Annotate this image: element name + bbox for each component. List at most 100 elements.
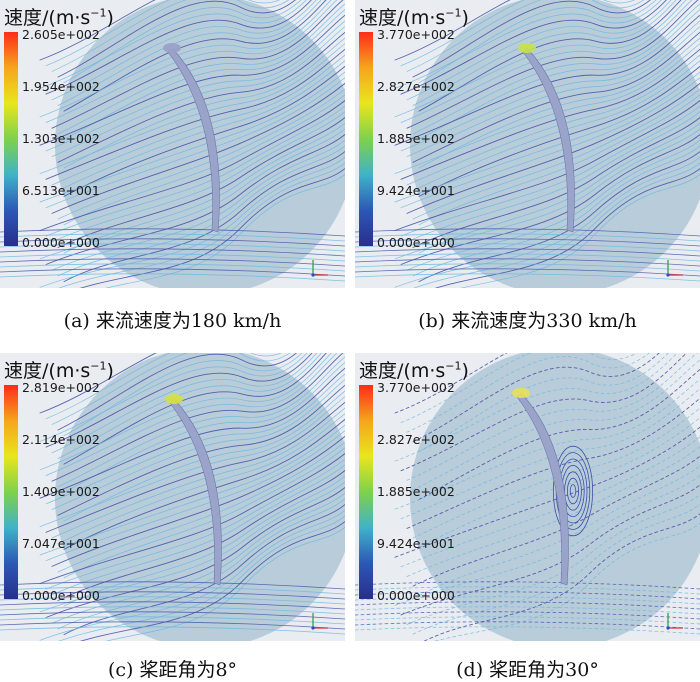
- streamline: [418, 65, 700, 197]
- streamline: [406, 0, 645, 72]
- streamline: [406, 82, 700, 214]
- streamline: [0, 238, 345, 247]
- streamline: [45, 48, 345, 180]
- legend-tick-3: 2.827e+002: [377, 432, 455, 447]
- streamline: [45, 487, 345, 618]
- streamline: [412, 0, 651, 78]
- streamline: [418, 417, 700, 548]
- streamline: [418, 353, 669, 452]
- streamline: [406, 494, 700, 625]
- blade: [167, 47, 220, 233]
- streamline: [39, 0, 332, 118]
- legend-tick-min: 0.000e+000: [377, 235, 455, 250]
- streamline: [406, 139, 700, 271]
- legend-tick-max: 3.770e+002: [377, 27, 455, 42]
- streamline-plot-c: [0, 353, 345, 641]
- legend-tick-1: 6.513e+001: [22, 183, 100, 198]
- streamline: [423, 513, 700, 641]
- axis-z: [666, 273, 670, 277]
- streamline: [400, 353, 638, 423]
- streamline: [45, 353, 282, 420]
- streamline: [63, 353, 327, 465]
- streamline: [45, 430, 345, 562]
- streamline: [51, 26, 345, 157]
- streamline: [355, 228, 700, 237]
- streamline: [0, 601, 345, 610]
- color-legend-bar: [4, 32, 18, 246]
- streamline: [355, 233, 700, 242]
- streamline: [355, 616, 700, 625]
- streamline: [355, 268, 700, 277]
- streamline: [51, 492, 345, 624]
- streamline: [413, 162, 700, 288]
- streamline: [355, 581, 700, 590]
- streamline: [355, 248, 700, 257]
- streamline: [400, 20, 700, 152]
- blade-tip-highlight: [163, 43, 181, 53]
- streamline: [63, 362, 345, 493]
- streamline: [406, 353, 698, 481]
- axis-z: [311, 273, 315, 277]
- streamline: [0, 248, 345, 257]
- vortex-ring: [569, 484, 577, 498]
- streamline: [0, 263, 345, 272]
- caption-b: (b) 来流速度为330 km/h: [418, 310, 637, 332]
- streamline: [355, 273, 700, 282]
- streamline: [355, 611, 700, 620]
- streamline: [51, 0, 290, 72]
- streamline: [355, 596, 700, 605]
- streamline: [63, 37, 345, 169]
- streamline: [57, 413, 345, 545]
- legend-title: 速度/(m·s−1): [4, 359, 114, 382]
- streamline: [0, 243, 345, 252]
- streamline: [39, 0, 307, 89]
- streamline: [39, 424, 345, 556]
- streamlines: [0, 0, 345, 288]
- streamline: [39, 43, 345, 174]
- streamline: [63, 122, 345, 254]
- streamline: [412, 117, 700, 248]
- streamline: [0, 606, 345, 615]
- streamline: [79, 168, 345, 288]
- streamline: [51, 54, 345, 186]
- streamline: [394, 353, 508, 414]
- streamline: [79, 521, 345, 641]
- axis-triad: [311, 260, 328, 277]
- streamline: [0, 581, 345, 590]
- streamline: [418, 0, 657, 84]
- axis-triad: [666, 260, 683, 277]
- streamline: [406, 0, 699, 129]
- streamline: [412, 60, 700, 192]
- axis-z: [666, 626, 670, 630]
- streamline: [57, 117, 345, 248]
- legend-tick-max: 3.770e+002: [377, 380, 455, 395]
- blade-tip-highlight: [165, 394, 183, 404]
- streamline: [394, 43, 700, 174]
- streamline: [355, 243, 700, 252]
- streamline: [57, 145, 345, 277]
- legend-title: 速度/(m·s−1): [359, 6, 469, 29]
- streamline: [0, 621, 345, 630]
- streamline: [418, 94, 700, 226]
- streamline: [355, 258, 700, 267]
- streamline: [0, 258, 345, 267]
- streamline: [394, 353, 678, 462]
- streamline: [51, 0, 344, 129]
- vortex-ring: [566, 477, 579, 505]
- blade-tip-highlight: [518, 43, 536, 53]
- streamline: [57, 498, 345, 630]
- legend-tick-1: 9.424e+001: [377, 183, 455, 198]
- streamline: [57, 60, 345, 192]
- streamline: [57, 356, 345, 488]
- legend-tick-max: 2.819e+002: [22, 380, 100, 395]
- streamline: [39, 353, 308, 442]
- streamline: [400, 353, 688, 472]
- legend-tick-min: 0.000e+000: [22, 588, 100, 603]
- streamline: [57, 353, 322, 459]
- streamline: [51, 111, 345, 243]
- streamline: [355, 253, 700, 262]
- rotor-disk: [55, 353, 345, 641]
- streamline: [394, 0, 687, 118]
- color-legend-bar: [359, 385, 373, 599]
- axis-triad: [311, 613, 328, 630]
